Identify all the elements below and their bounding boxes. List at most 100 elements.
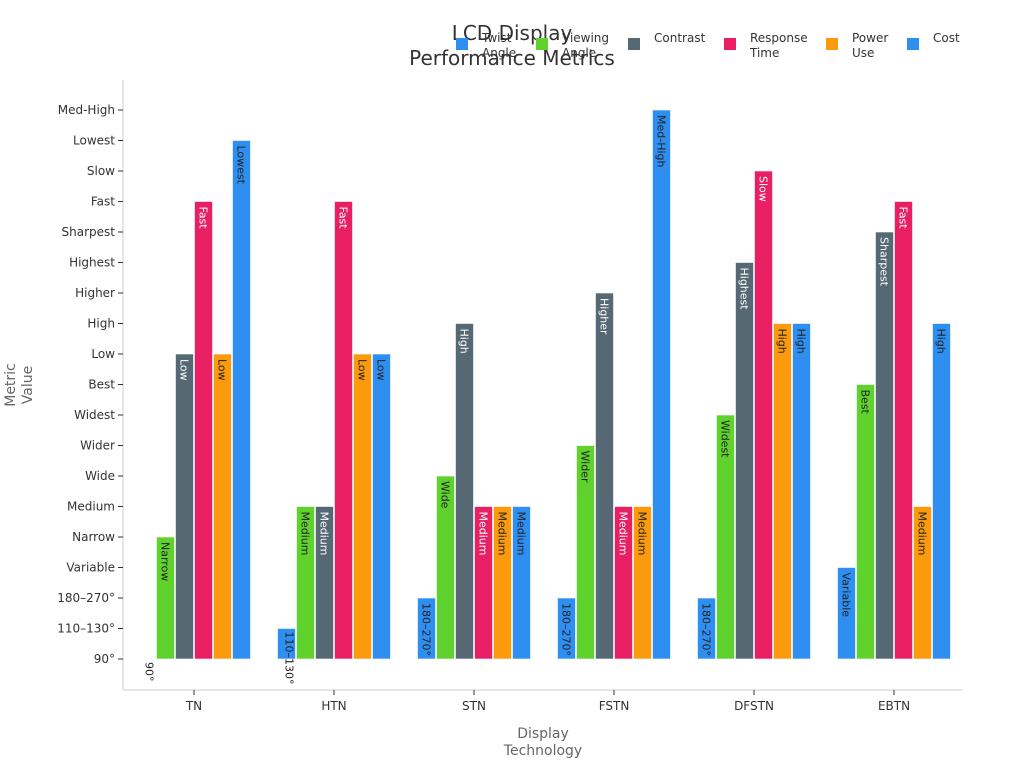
legend-swatch <box>456 38 468 50</box>
bar <box>932 323 951 660</box>
x-tick-label: EBTN <box>878 699 910 713</box>
legend-swatch <box>724 38 736 50</box>
y-tick-label: 180–270° <box>57 591 115 605</box>
bar-label: Wide <box>439 481 452 509</box>
bar-label: High <box>458 329 471 354</box>
bar <box>455 323 474 660</box>
bar-label: 90° <box>143 662 156 682</box>
legend-swatch <box>826 38 838 50</box>
bar <box>175 353 194 660</box>
legend-label: Angle <box>482 46 516 60</box>
bar <box>773 323 792 660</box>
x-tick-label: FSTN <box>599 699 630 713</box>
bar <box>697 597 716 660</box>
legend-label: Angle <box>562 46 596 60</box>
bar-label: Best <box>859 390 872 415</box>
bar-label: Low <box>356 359 369 381</box>
bar <box>576 445 595 660</box>
bar <box>856 384 875 660</box>
y-tick-label: Wide <box>85 469 115 483</box>
bar <box>652 109 671 660</box>
legend-swatch <box>907 38 919 50</box>
bar-label: Medium <box>916 512 929 556</box>
bar-label: Low <box>375 359 388 381</box>
bar <box>716 414 735 660</box>
bar <box>913 506 932 660</box>
bar <box>334 201 353 660</box>
y-tick-label: Slow <box>87 164 115 178</box>
x-tick-label: TN <box>185 699 202 713</box>
bar <box>315 506 334 660</box>
bar-label: 180–270° <box>560 603 573 656</box>
bar-label: Medium <box>299 512 312 556</box>
y-axis-title-line: Metric <box>3 363 19 407</box>
bar <box>156 536 175 660</box>
legend-label: Cost <box>933 31 960 45</box>
bar-label: Higher <box>598 298 611 335</box>
bar-label: Medium <box>636 512 649 556</box>
bar-label: Slow <box>757 176 770 202</box>
bar-label: Med-High <box>655 115 668 168</box>
legend-swatch <box>536 38 548 50</box>
bar <box>417 597 436 660</box>
bar-label: Highest <box>738 268 751 311</box>
y-tick-label: Narrow <box>72 530 115 544</box>
legend-label: Use <box>852 46 874 60</box>
bar <box>353 353 372 660</box>
x-tick-label: HTN <box>321 699 346 713</box>
bar <box>277 628 296 660</box>
bar <box>194 201 213 660</box>
y-tick-label: Best <box>88 378 115 392</box>
y-tick-label: Fast <box>91 195 115 209</box>
bar <box>213 353 232 660</box>
y-tick-label: Wider <box>80 439 115 453</box>
bar-label: Medium <box>617 512 630 556</box>
y-axis-title-line: Value <box>20 366 36 404</box>
bar-label: Lowest <box>235 146 248 185</box>
bar <box>372 353 391 660</box>
y-tick-label: Variable <box>66 561 115 575</box>
y-tick-label: Med-High <box>58 103 115 117</box>
bar-label: High <box>795 329 808 354</box>
y-tick-label: Sharpest <box>62 225 116 239</box>
bar-label: High <box>935 329 948 354</box>
bar <box>837 567 856 660</box>
bar <box>595 292 614 660</box>
bar <box>633 506 652 660</box>
bar <box>296 506 315 660</box>
bar-label: Low <box>178 359 191 381</box>
chart-title-line: LCD Display <box>452 21 573 45</box>
legend-label: Viewing <box>562 31 609 45</box>
bar <box>754 170 773 660</box>
bars: 90° 110–130° 180–270° 180–270° 180–270° Varia… <box>143 109 951 685</box>
legend-label: Twist <box>481 31 512 45</box>
bar-label: 180–270° <box>420 603 433 656</box>
x-axis: TN HTN STN FSTN DFSTN EBTN <box>185 690 910 713</box>
legend-swatch <box>628 38 640 50</box>
bar-label: Medium <box>318 512 331 556</box>
bar-label: 180–270° <box>700 603 713 656</box>
y-axis-title: Metric Value <box>3 363 36 407</box>
x-tick-label: DFSTN <box>734 699 774 713</box>
bar <box>493 506 512 660</box>
legend-label: Contrast <box>654 31 706 45</box>
bar-label: Fast <box>197 207 210 230</box>
x-axis-title-line: Technology <box>503 743 582 759</box>
bar <box>512 506 531 660</box>
bar-label: Low <box>216 359 229 381</box>
bar-label: High <box>776 329 789 354</box>
bar-label: Medium <box>515 512 528 556</box>
legend-label: Time <box>749 46 779 60</box>
bar <box>894 201 913 660</box>
x-axis-title-line: Display <box>517 726 569 742</box>
bar-label: Medium <box>477 512 490 556</box>
y-tick-label: 90° <box>94 652 115 666</box>
bar <box>474 506 493 660</box>
bar-label: Medium <box>496 512 509 556</box>
bar-label: Fast <box>337 207 350 230</box>
bar <box>232 140 251 660</box>
bar <box>614 506 633 660</box>
bar-label: Sharpest <box>878 237 891 287</box>
y-tick-label: Medium <box>67 500 115 514</box>
